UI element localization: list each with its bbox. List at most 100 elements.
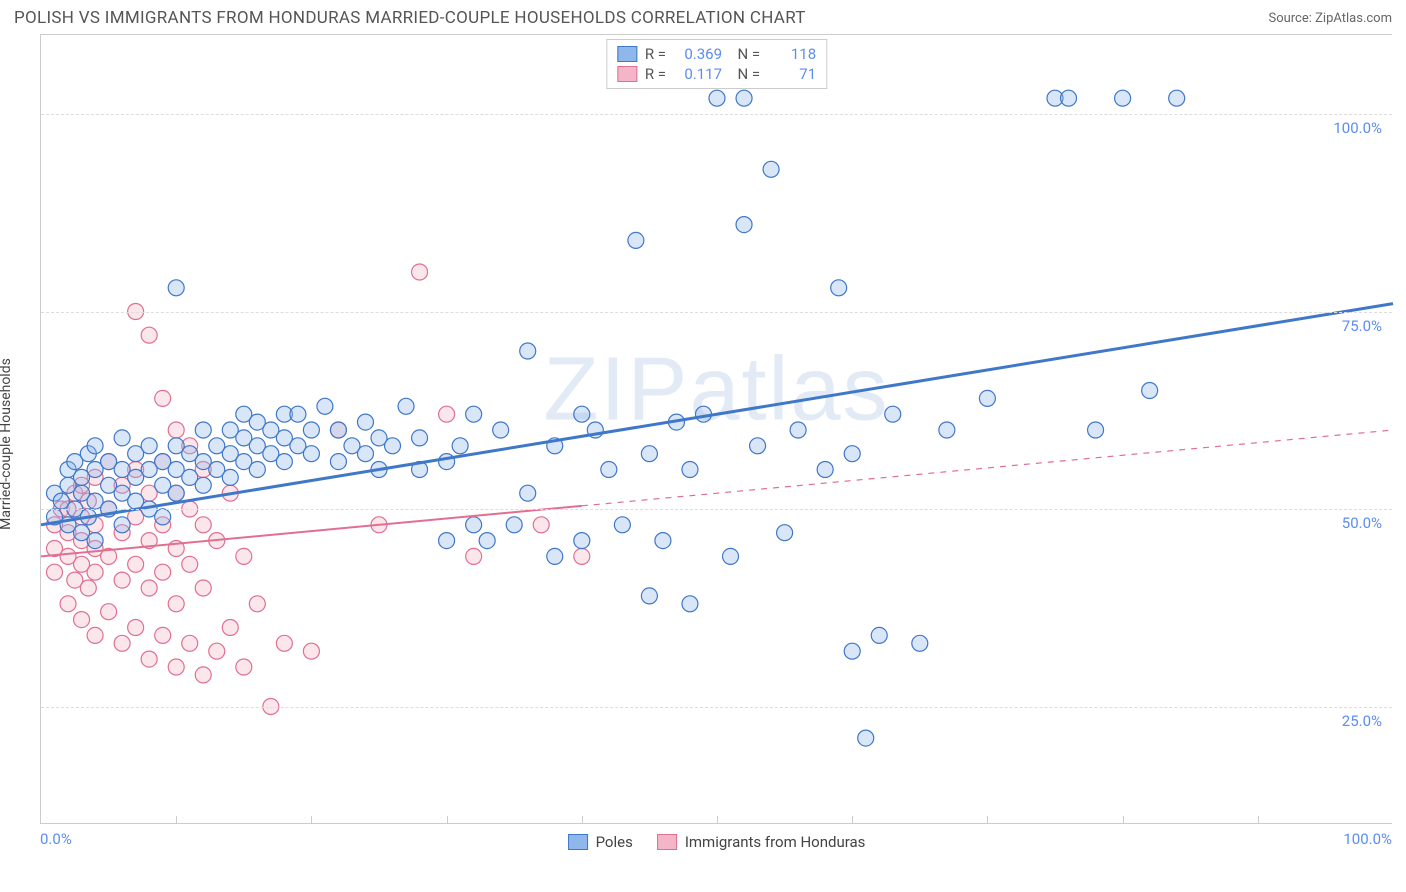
n-label: N = <box>730 65 760 83</box>
data-point-honduras <box>168 422 184 438</box>
data-point-poles <box>763 161 779 177</box>
x-tick-mark <box>987 816 988 824</box>
data-point-honduras <box>128 556 144 572</box>
data-point-poles <box>777 525 793 541</box>
data-point-poles <box>303 422 319 438</box>
x-tick-mark <box>582 816 583 824</box>
data-point-honduras <box>141 327 157 343</box>
data-point-poles <box>817 462 833 478</box>
data-point-poles <box>357 414 373 430</box>
data-point-poles <box>844 643 860 659</box>
data-point-poles <box>709 90 725 106</box>
legend-stats-row-poles: R = 0.369 N = 118 <box>617 44 816 64</box>
data-point-honduras <box>141 580 157 596</box>
data-point-honduras <box>276 635 292 651</box>
data-point-poles <box>844 446 860 462</box>
data-point-honduras <box>74 612 90 628</box>
swatch-honduras <box>617 66 637 82</box>
data-point-honduras <box>195 517 211 533</box>
data-point-honduras <box>182 635 198 651</box>
data-point-poles <box>168 280 184 296</box>
n-value-poles: 118 <box>768 45 816 63</box>
source-attribution: Source: ZipAtlas.com <box>1268 11 1392 26</box>
data-point-poles <box>330 454 346 470</box>
data-point-poles <box>493 422 509 438</box>
data-point-poles <box>155 509 171 525</box>
data-point-honduras <box>155 564 171 580</box>
data-point-poles <box>466 406 482 422</box>
y-tick-label: 100.0% <box>1333 119 1382 137</box>
x-tick-mark <box>1123 816 1124 824</box>
data-point-poles <box>290 406 306 422</box>
data-point-honduras <box>249 596 265 612</box>
plot-area: ZIPatlas R = 0.369 N = 118 R = 0.117 N =… <box>40 34 1392 824</box>
data-point-honduras <box>155 390 171 406</box>
r-value-poles: 0.369 <box>674 45 722 63</box>
data-point-poles <box>141 438 157 454</box>
data-point-honduras <box>209 643 225 659</box>
data-point-poles <box>912 635 928 651</box>
n-value-honduras: 71 <box>768 65 816 83</box>
gridline-h <box>41 312 1392 313</box>
data-point-poles <box>736 217 752 233</box>
data-point-poles <box>114 430 130 446</box>
x-tick-mark <box>447 816 448 824</box>
data-point-honduras <box>87 564 103 580</box>
data-point-poles <box>831 280 847 296</box>
data-point-honduras <box>141 651 157 667</box>
data-point-honduras <box>412 264 428 280</box>
data-point-poles <box>466 517 482 533</box>
data-point-poles <box>641 446 657 462</box>
data-point-poles <box>357 446 373 462</box>
data-point-honduras <box>80 580 96 596</box>
data-point-poles <box>871 627 887 643</box>
r-label: R = <box>645 65 666 83</box>
legend-stats-box: R = 0.369 N = 118 R = 0.117 N = 71 <box>606 39 827 89</box>
data-point-poles <box>520 485 536 501</box>
data-point-poles <box>574 406 590 422</box>
y-tick-label: 50.0% <box>1342 514 1382 532</box>
data-point-honduras <box>155 627 171 643</box>
data-point-poles <box>506 517 522 533</box>
data-point-poles <box>790 422 806 438</box>
x-axis-labels: 0.0%100.0% <box>40 824 1392 854</box>
n-label: N = <box>730 45 760 63</box>
chart-title: POLISH VS IMMIGRANTS FROM HONDURAS MARRI… <box>14 8 806 28</box>
data-point-poles <box>736 90 752 106</box>
gridline-h <box>41 707 1392 708</box>
data-point-poles <box>574 533 590 549</box>
data-point-honduras <box>574 548 590 564</box>
data-point-poles <box>1169 90 1185 106</box>
data-point-poles <box>317 398 333 414</box>
y-tick-label: 25.0% <box>1342 712 1382 730</box>
data-point-poles <box>655 533 671 549</box>
legend-stats-row-honduras: R = 0.117 N = 71 <box>617 64 816 84</box>
data-point-poles <box>858 730 874 746</box>
data-point-poles <box>87 533 103 549</box>
data-point-poles <box>479 533 495 549</box>
data-point-poles <box>641 588 657 604</box>
data-point-honduras <box>236 659 252 675</box>
data-point-poles <box>114 517 130 533</box>
data-point-honduras <box>195 667 211 683</box>
data-point-poles <box>682 462 698 478</box>
trend-line-dashed-honduras <box>582 430 1393 506</box>
data-point-poles <box>682 596 698 612</box>
data-point-honduras <box>182 556 198 572</box>
data-point-honduras <box>168 596 184 612</box>
data-point-poles <box>412 430 428 446</box>
data-point-honduras <box>128 620 144 636</box>
data-point-poles <box>249 462 265 478</box>
data-point-honduras <box>195 580 211 596</box>
data-point-honduras <box>533 517 549 533</box>
data-point-poles <box>723 548 739 564</box>
x-tick-mark <box>717 816 718 824</box>
data-point-poles <box>276 454 292 470</box>
data-point-poles <box>195 477 211 493</box>
data-point-poles <box>330 422 346 438</box>
data-point-poles <box>168 485 184 501</box>
data-point-honduras <box>87 627 103 643</box>
data-point-honduras <box>101 604 117 620</box>
data-point-poles <box>222 469 238 485</box>
gridline-h <box>41 114 1392 115</box>
